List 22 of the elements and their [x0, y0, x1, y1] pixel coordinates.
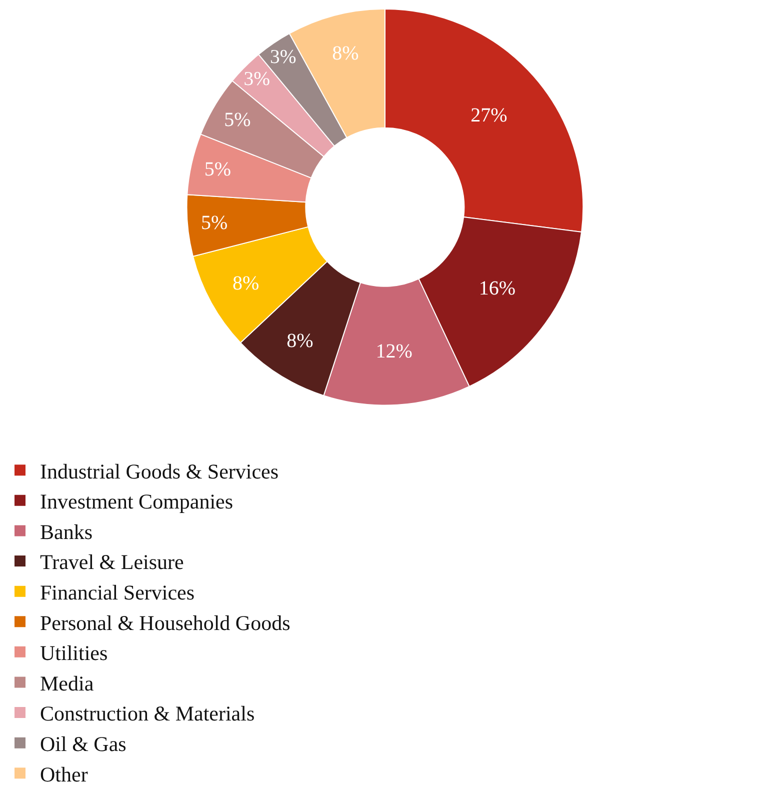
data-label: 3%	[270, 46, 296, 68]
legend-label: Construction & Materials	[40, 702, 255, 726]
legend-label: Industrial Goods & Services	[40, 459, 279, 484]
legend-label: Financial Services	[40, 580, 195, 605]
data-label: 12%	[376, 340, 412, 363]
legend-label: Utilities	[40, 641, 108, 666]
legend-label: Media	[40, 671, 94, 696]
data-label: 16%	[478, 278, 516, 300]
legend-label: Oil & Gas	[40, 732, 126, 756]
data-label: 8%	[286, 330, 314, 352]
legend-label: Investment Companies	[40, 490, 234, 514]
data-label: 8%	[232, 272, 260, 295]
data-label: 8%	[332, 42, 359, 64]
legend-label: Banks	[40, 520, 92, 544]
data-label: 3%	[244, 68, 270, 90]
data-label: 5%	[200, 212, 228, 234]
data-label: 27%	[470, 104, 508, 126]
legend-label: Other	[40, 762, 88, 786]
data-label: 5%	[204, 158, 232, 181]
legend-label: Travel & Leisure	[40, 550, 184, 574]
legend-label: Personal & Household Goods	[40, 610, 290, 635]
data-label: 5%	[224, 108, 251, 131]
